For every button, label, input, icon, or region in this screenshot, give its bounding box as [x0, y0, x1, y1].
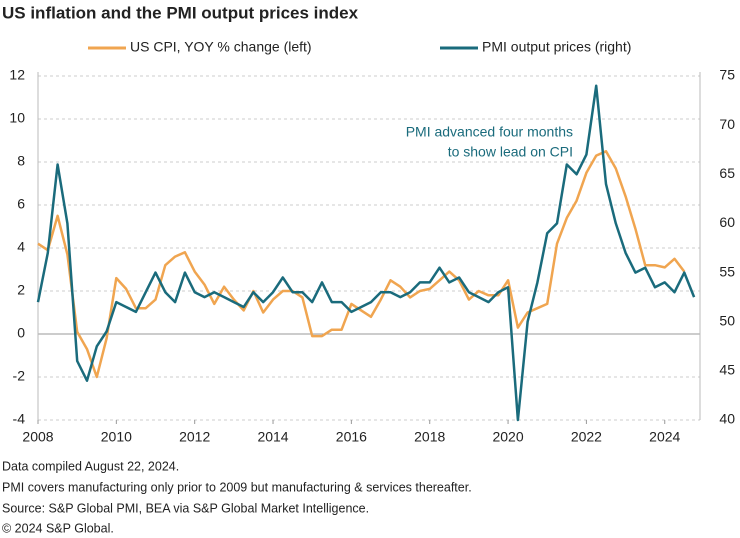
y2-tick-label: 45	[719, 362, 735, 378]
legend-label: US CPI, YOY % change (left)	[130, 39, 312, 55]
x-tick-label: 2008	[22, 429, 53, 445]
x-tick-label: 2020	[492, 429, 523, 445]
y-tick-label: 2	[17, 282, 25, 298]
y-tick-label: -2	[13, 368, 26, 384]
y-tick-label: 0	[17, 325, 25, 341]
series-line	[37, 150, 686, 379]
annotation: PMI advanced four months	[406, 124, 573, 140]
y-tick-label: 12	[9, 67, 25, 83]
x-tick-label: 2016	[336, 429, 367, 445]
x-tick-label: 2018	[414, 429, 445, 445]
legend-label: PMI output prices (right)	[482, 39, 631, 55]
y2-tick-label: 55	[719, 263, 735, 279]
y-tick-label: -4	[13, 411, 26, 427]
y2-tick-label: 70	[719, 116, 735, 132]
x-tick-label: 2014	[257, 429, 288, 445]
x-tick-label: 2012	[179, 429, 210, 445]
footnote: PMI covers manufacturing only prior to 2…	[2, 480, 472, 494]
series-line	[36, 84, 696, 422]
chart-title: US inflation and the PMI output prices i…	[2, 3, 359, 22]
footnote: Data compiled August 22, 2024.	[2, 459, 179, 473]
annotation: to show lead on CPI	[448, 144, 573, 160]
y2-tick-label: 60	[719, 214, 735, 230]
y-tick-label: 10	[9, 110, 25, 126]
y2-tick-label: 40	[719, 411, 735, 427]
x-tick-label: 2022	[571, 429, 602, 445]
y2-tick-label: 50	[719, 312, 735, 328]
x-tick-label: 2010	[101, 429, 132, 445]
y2-tick-label: 75	[719, 67, 735, 83]
y2-tick-label: 65	[719, 165, 735, 181]
footnote: Source: S&P Global PMI, BEA via S&P Glob…	[2, 501, 369, 515]
y-tick-label: 6	[17, 196, 25, 212]
footnote: © 2024 S&P Global.	[2, 521, 114, 535]
x-tick-label: 2024	[649, 429, 680, 445]
y-tick-label: 8	[17, 153, 25, 169]
y-tick-label: 4	[17, 239, 25, 255]
